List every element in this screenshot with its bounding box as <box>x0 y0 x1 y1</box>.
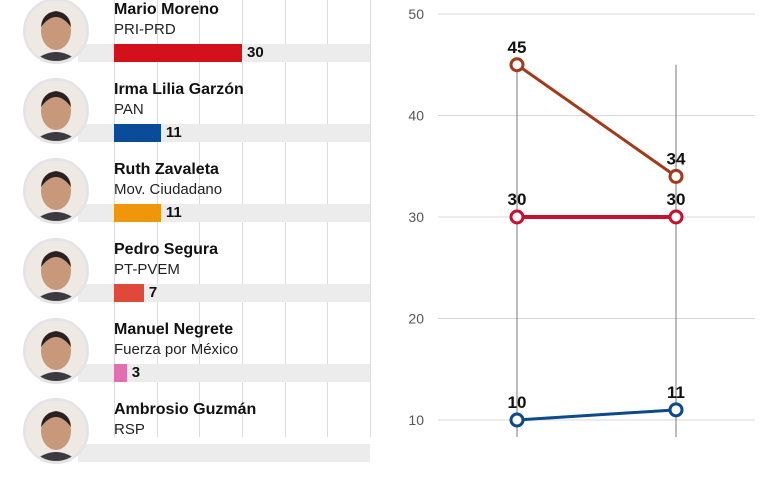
bar <box>114 204 161 222</box>
series-line <box>516 63 677 178</box>
candidate-row: Mario Moreno PRI-PRD 30 <box>0 0 380 80</box>
y-tick-label: 40 <box>408 108 424 124</box>
candidate-party: PAN <box>114 101 144 118</box>
candidate-row: Pedro Segura PT-PVEM 7 <box>0 238 380 320</box>
candidate-name: Ambrosio Guzmán <box>114 401 257 418</box>
bar-gridline <box>370 0 371 437</box>
bar-track <box>78 444 370 462</box>
candidate-party: Mov. Ciudadano <box>114 181 223 198</box>
data-point <box>509 57 525 73</box>
candidate-party: PRI-PRD <box>114 21 176 38</box>
candidate-party: RSP <box>114 421 145 438</box>
y-tick-label: 10 <box>408 412 424 428</box>
data-label: 45 <box>508 38 527 57</box>
bar <box>114 284 144 302</box>
candidate-photo <box>23 318 89 384</box>
data-point <box>668 402 684 418</box>
candidate-row: Manuel Negrete Fuerza por México 3 <box>0 318 380 400</box>
trend-line-chart: 10 20 30 40 50 45 34 30 30 10 11 <box>408 6 755 437</box>
candidate-party: PT-PVEM <box>114 261 180 278</box>
data-point <box>509 412 525 428</box>
data-point <box>509 209 525 225</box>
bar <box>114 364 127 382</box>
candidate-photo <box>23 0 89 64</box>
data-label: 10 <box>508 393 527 412</box>
candidate-row: Ambrosio Guzmán RSP <box>0 398 380 480</box>
data-label: 11 <box>667 383 685 402</box>
bar <box>114 124 161 142</box>
y-tick-label: 50 <box>408 6 424 22</box>
candidate-row: Ruth Zavaleta Mov. Ciudadano 11 <box>0 158 380 240</box>
series-line <box>516 408 677 422</box>
candidate-name: Pedro Segura <box>114 241 219 258</box>
data-point <box>668 209 684 225</box>
y-tick-label: 20 <box>408 311 424 327</box>
candidate-party: Fuerza por México <box>114 341 239 358</box>
data-label: 30 <box>508 190 527 209</box>
bar-value-label: 7 <box>148 284 158 301</box>
candidate-name: Ruth Zavaleta <box>114 161 219 178</box>
bar-value-label: 11 <box>165 204 182 221</box>
candidate-photo <box>23 398 89 464</box>
candidate-row: Irma Lilia Garzón PAN 11 <box>0 78 380 160</box>
bar-track <box>78 364 370 382</box>
bar-value-label: 3 <box>131 364 141 381</box>
bar-value-label: 11 <box>165 124 182 141</box>
candidate-bar-chart: Mario Moreno PRI-PRD 30 Irma Lilia Garzón… <box>0 0 380 464</box>
bar-value-label: 30 <box>247 44 264 61</box>
candidate-photo <box>23 78 89 144</box>
candidate-name: Mario Moreno <box>114 1 219 18</box>
candidate-photo <box>23 238 89 304</box>
data-label: 30 <box>667 190 686 209</box>
candidate-name: Irma Lilia Garzón <box>114 81 244 98</box>
candidate-name: Manuel Negrete <box>114 321 234 338</box>
bar-track <box>78 284 370 302</box>
data-point <box>668 168 684 184</box>
y-tick-label: 30 <box>408 209 424 225</box>
candidate-photo <box>23 158 89 224</box>
data-label: 34 <box>667 149 686 168</box>
bar <box>114 44 242 62</box>
